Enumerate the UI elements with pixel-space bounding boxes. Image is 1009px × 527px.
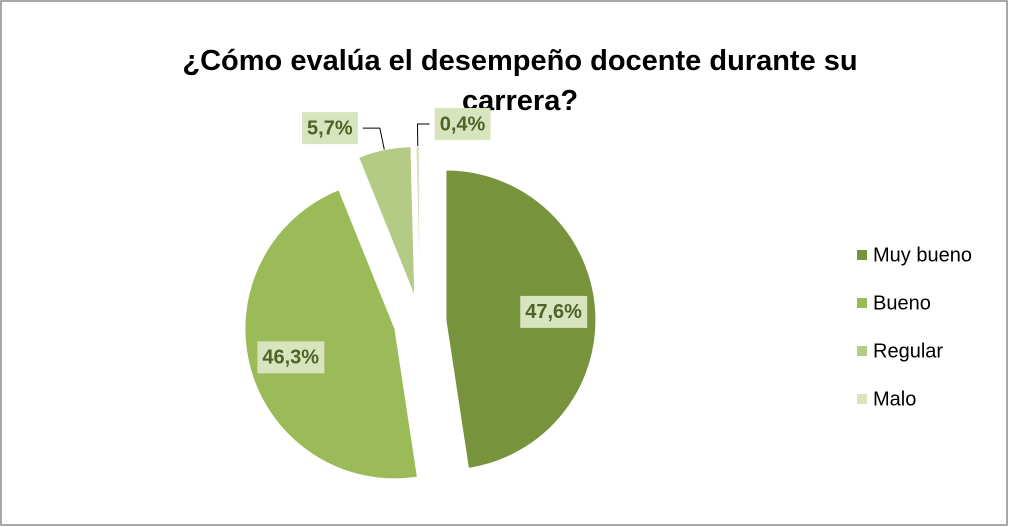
pie-slice <box>244 189 419 480</box>
data-label-group: 47,6% <box>520 295 588 328</box>
data-label-group: 5,7% <box>302 112 358 145</box>
data-label-group: 46,3% <box>257 341 325 374</box>
legend-label: Regular <box>873 340 943 362</box>
data-label-box <box>520 295 588 328</box>
legend-swatch <box>857 346 867 356</box>
data-label: 46,3% <box>262 347 319 369</box>
data-label: 5,7% <box>307 117 353 139</box>
data-label-group: 0,4% <box>434 108 491 141</box>
legend-swatch <box>857 394 867 404</box>
data-label: 47,6% <box>525 301 582 323</box>
legend-label: Muy bueno <box>873 244 972 266</box>
legend-label: Bueno <box>873 292 931 314</box>
leader-line <box>362 127 385 150</box>
data-label-box <box>257 341 325 374</box>
data-label: 0,4% <box>440 113 486 135</box>
pie-slice <box>357 146 416 297</box>
legend-swatch <box>857 298 867 308</box>
legend-swatch <box>857 250 867 260</box>
leader-line <box>417 123 430 147</box>
data-label-box <box>302 112 358 145</box>
legend-label: Malo <box>873 388 916 410</box>
data-label-box <box>434 108 491 141</box>
chart-title: ¿Cómo evalúa el desempeño docente durant… <box>182 45 857 117</box>
